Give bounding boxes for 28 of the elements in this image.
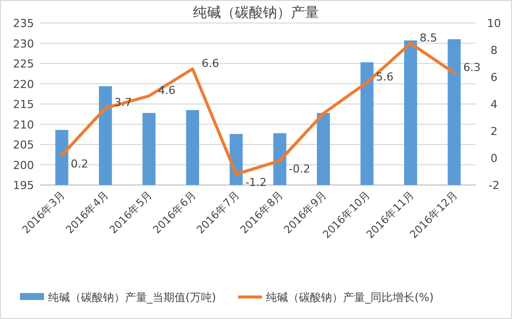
y-tick-label: 210: [13, 118, 34, 132]
y2-tick-label: 4: [490, 98, 498, 111]
legend-label: 纯碱（碳酸钠）产量_当期值(万吨): [48, 291, 216, 304]
chart-title: 纯碱（碳酸钠）产量: [193, 5, 319, 21]
data-label: 6.6: [202, 56, 220, 70]
y2-tick-label: -2: [488, 179, 500, 192]
line-series: [60, 42, 456, 176]
y2-tick-label: 6: [490, 71, 498, 84]
y-tick-label: 195: [13, 179, 34, 192]
y2-tick-label: 8: [490, 44, 498, 57]
y-tick-label: 205: [13, 138, 34, 152]
y-tick-label: 215: [13, 98, 34, 111]
data-label: 5.6: [376, 70, 394, 84]
data-label: -0.2: [288, 162, 310, 176]
y-tick-label: 235: [13, 17, 34, 30]
data-label: 8.5: [420, 31, 438, 44]
y2-tick-label: 0: [490, 152, 498, 165]
y-tick-label: 200: [13, 158, 34, 172]
data-label: 0.2: [70, 157, 88, 170]
data-label: -1.2: [245, 176, 267, 190]
data-label: 6.3: [463, 60, 481, 74]
y-tick-label: 220: [13, 78, 34, 91]
y-tick-label: 225: [13, 58, 34, 70]
y-tick-label: 230: [13, 37, 34, 50]
y2-tick-label: 2: [490, 125, 498, 138]
y2-tick-label: 10: [487, 17, 501, 30]
data-label: 4.6: [158, 84, 176, 97]
legend-label: 纯碱（碳酸钠）产量_同比增长(%): [266, 291, 434, 304]
